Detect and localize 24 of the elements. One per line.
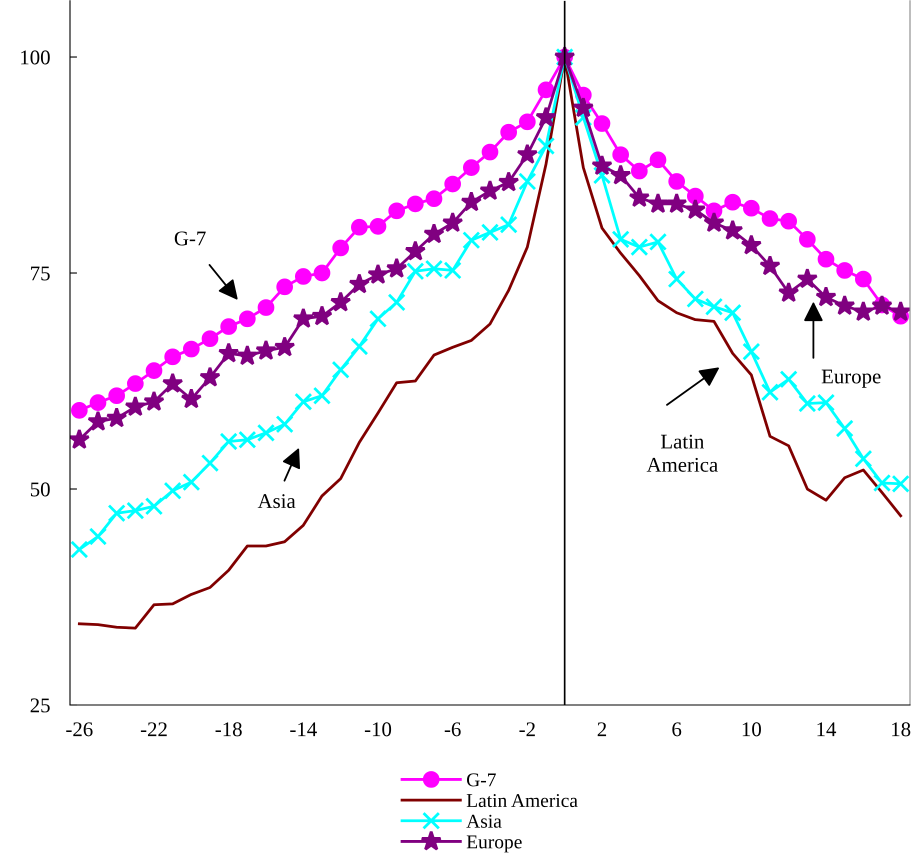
x-tick-label: 6	[672, 722, 682, 736]
x-tick-label: -2	[519, 722, 535, 736]
legend-label: Europe	[466, 836, 522, 852]
x-tick-label: 18	[892, 722, 910, 736]
x-tick-label: -26	[66, 722, 93, 736]
x-tick-label: -6	[444, 722, 461, 736]
x-tick-label: -10	[364, 722, 392, 736]
legend-label: Asia	[466, 814, 502, 828]
y-tick-label: 75	[31, 266, 50, 280]
x-tick-label: -18	[216, 722, 242, 736]
annotation: Asia	[258, 494, 296, 508]
y-tick-label: 100	[21, 50, 50, 64]
x-tick-label: 10	[742, 722, 761, 736]
x-tick-label: 2	[598, 722, 606, 736]
annotation: G-7	[174, 231, 206, 246]
y-tick-label: 25	[30, 698, 50, 712]
y-tick-label: 50	[30, 482, 50, 496]
x-tick-label: -14	[290, 722, 317, 736]
annotation: Europe	[822, 370, 881, 388]
annotation: Latin America	[646, 434, 718, 472]
legend-label: Latin America	[466, 794, 578, 808]
x-tick-label: 14	[817, 722, 836, 736]
x-tick-label: -22	[140, 722, 167, 736]
legend-label: G-7	[467, 773, 496, 786]
